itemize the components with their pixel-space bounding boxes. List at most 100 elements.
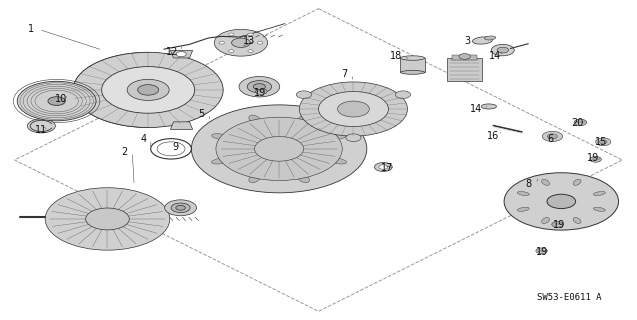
Ellipse shape <box>541 218 550 223</box>
Ellipse shape <box>517 207 529 211</box>
Circle shape <box>574 119 587 125</box>
Circle shape <box>127 79 169 100</box>
Circle shape <box>248 50 254 52</box>
Circle shape <box>248 33 254 36</box>
FancyBboxPatch shape <box>452 55 477 60</box>
Circle shape <box>176 52 186 57</box>
Circle shape <box>17 81 96 121</box>
Ellipse shape <box>297 115 310 124</box>
Ellipse shape <box>211 134 230 140</box>
Circle shape <box>171 203 190 212</box>
Ellipse shape <box>541 179 550 185</box>
Text: 13: 13 <box>243 36 255 45</box>
Text: 16: 16 <box>487 131 499 141</box>
Circle shape <box>165 200 196 216</box>
Ellipse shape <box>328 158 347 164</box>
Text: 15: 15 <box>595 138 608 148</box>
Text: 10: 10 <box>55 94 67 104</box>
Circle shape <box>219 41 224 44</box>
Ellipse shape <box>485 36 496 40</box>
Circle shape <box>247 81 271 93</box>
Circle shape <box>239 76 280 97</box>
Ellipse shape <box>249 173 261 183</box>
Circle shape <box>299 82 408 136</box>
Circle shape <box>73 52 223 127</box>
Circle shape <box>547 134 557 139</box>
Circle shape <box>232 38 250 47</box>
Circle shape <box>318 92 389 126</box>
Ellipse shape <box>297 173 310 183</box>
Text: 6: 6 <box>547 134 554 144</box>
Text: 12: 12 <box>166 47 178 57</box>
Text: 20: 20 <box>571 118 584 128</box>
Ellipse shape <box>573 218 581 223</box>
Circle shape <box>176 205 185 210</box>
Circle shape <box>255 89 267 94</box>
Circle shape <box>296 91 311 99</box>
Circle shape <box>547 194 576 209</box>
Ellipse shape <box>401 56 425 60</box>
Circle shape <box>229 50 234 52</box>
Text: 18: 18 <box>390 52 402 61</box>
Circle shape <box>191 105 367 193</box>
Polygon shape <box>73 52 148 127</box>
Ellipse shape <box>594 207 605 211</box>
Circle shape <box>138 85 159 95</box>
Text: 1: 1 <box>28 24 34 34</box>
Text: 4: 4 <box>141 134 147 144</box>
Circle shape <box>255 137 304 161</box>
Ellipse shape <box>517 192 529 196</box>
Circle shape <box>254 84 266 90</box>
Circle shape <box>459 53 470 59</box>
Text: 3: 3 <box>465 36 471 45</box>
Circle shape <box>590 156 601 162</box>
Circle shape <box>375 163 392 172</box>
Polygon shape <box>171 122 192 129</box>
Circle shape <box>257 41 263 44</box>
Circle shape <box>497 47 508 53</box>
FancyBboxPatch shape <box>401 58 425 72</box>
Ellipse shape <box>481 104 496 109</box>
Text: 19: 19 <box>587 153 599 164</box>
Circle shape <box>379 165 388 169</box>
Text: 19: 19 <box>254 88 266 98</box>
Circle shape <box>596 138 611 146</box>
Circle shape <box>257 138 301 160</box>
Text: SW53-E0611 A: SW53-E0611 A <box>537 293 601 302</box>
Text: 9: 9 <box>173 142 178 152</box>
Circle shape <box>338 101 369 117</box>
Ellipse shape <box>211 158 230 164</box>
Circle shape <box>27 119 55 133</box>
Text: 8: 8 <box>525 179 531 189</box>
Circle shape <box>552 221 563 227</box>
Text: 19: 19 <box>536 247 548 257</box>
Ellipse shape <box>328 134 347 140</box>
Circle shape <box>45 188 170 250</box>
Circle shape <box>542 131 562 141</box>
Text: 14: 14 <box>489 52 501 61</box>
Circle shape <box>599 140 607 144</box>
Text: 2: 2 <box>122 147 128 157</box>
Circle shape <box>216 117 342 180</box>
Circle shape <box>346 134 361 141</box>
Text: 11: 11 <box>34 125 47 135</box>
Circle shape <box>214 29 268 56</box>
Text: 7: 7 <box>341 69 347 79</box>
Circle shape <box>48 97 66 105</box>
Circle shape <box>504 173 619 230</box>
Ellipse shape <box>594 192 605 196</box>
Circle shape <box>536 248 547 254</box>
Circle shape <box>102 67 195 113</box>
Polygon shape <box>171 51 192 58</box>
Text: 14: 14 <box>470 104 482 114</box>
Circle shape <box>396 91 411 99</box>
Ellipse shape <box>573 179 581 185</box>
FancyBboxPatch shape <box>447 58 482 81</box>
Text: 5: 5 <box>197 109 204 119</box>
Ellipse shape <box>401 70 425 74</box>
Text: 17: 17 <box>381 163 393 173</box>
Ellipse shape <box>473 37 492 44</box>
Circle shape <box>85 208 129 230</box>
Ellipse shape <box>249 115 261 124</box>
Text: 19: 19 <box>553 220 565 230</box>
